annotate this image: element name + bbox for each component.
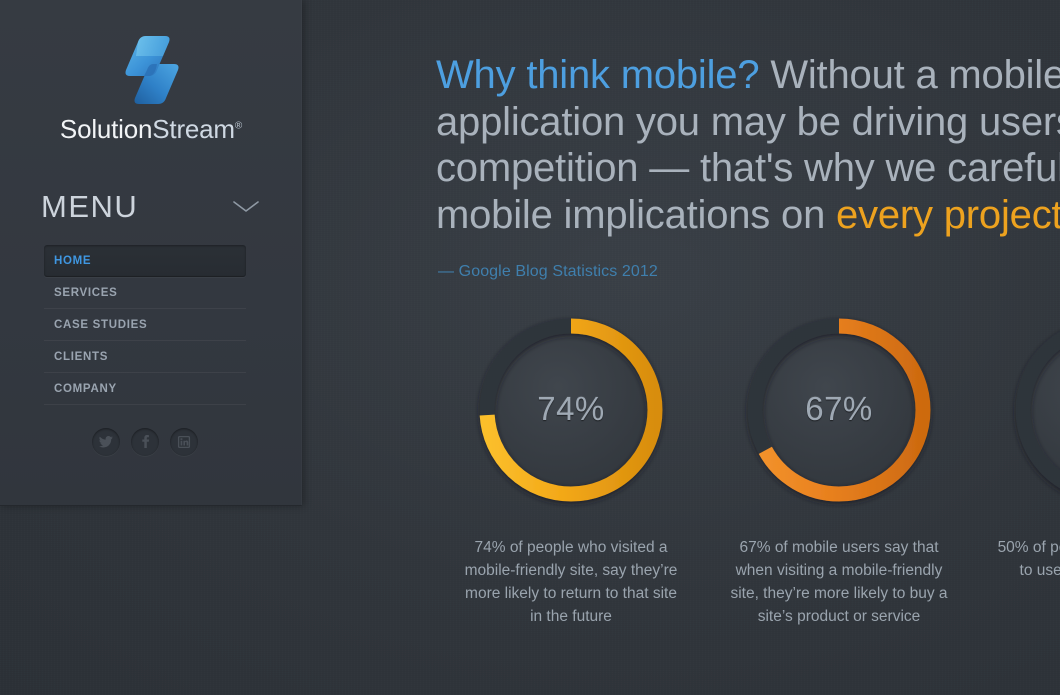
page-headline: Why think mobile? Without a mobile-frien… bbox=[436, 52, 1060, 238]
facebook-icon bbox=[142, 435, 150, 448]
logo-registered-mark: ® bbox=[234, 120, 243, 132]
menu-header[interactable]: MENU bbox=[41, 182, 261, 230]
sidebar: SolutionStream® MENU HOME SERVICES CASE … bbox=[0, 0, 302, 506]
twitter-icon bbox=[98, 436, 113, 448]
sidebar-item-home[interactable]: HOME bbox=[44, 245, 246, 277]
logo[interactable]: SolutionStream® bbox=[0, 34, 302, 145]
linkedin-link[interactable] bbox=[170, 428, 198, 456]
headline-line-1: Why think mobile? Without a mobile-frien… bbox=[436, 52, 1060, 99]
sidebar-item-clients[interactable]: CLIENTS bbox=[44, 341, 246, 373]
donut-chart-3-svg bbox=[1015, 318, 1060, 502]
menu-title: MENU bbox=[41, 188, 139, 224]
donut-chart-3: 50% bbox=[1007, 310, 1060, 510]
logo-word-2: Stream bbox=[152, 114, 235, 144]
sidebar-item-label: COMPANY bbox=[54, 382, 117, 395]
stat-donut-row: 74% 74% of people who visited a mobile-f… bbox=[302, 310, 1060, 650]
sidebar-item-label: CLIENTS bbox=[54, 350, 109, 363]
sidebar-item-label: SERVICES bbox=[54, 286, 118, 299]
donut-chart-3-value: 50% bbox=[1007, 390, 1060, 428]
linkedin-icon bbox=[177, 435, 191, 449]
donut-chart-2-svg bbox=[747, 318, 931, 502]
solutionstream-logo-mark bbox=[125, 36, 179, 104]
headline-line-1-rest: Without a mobile-friendly bbox=[770, 53, 1060, 97]
stat-caption-1: 74% of people who visited a mobile-frien… bbox=[464, 539, 678, 625]
sidebar-item-case-studies[interactable]: CASE STUDIES bbox=[44, 309, 246, 341]
sidebar-item-company[interactable]: COMPANY bbox=[44, 373, 246, 405]
headline-attribution: — Google Blog Statistics 2012 bbox=[438, 263, 658, 280]
stat-caption-3: 50% of people say that they like to use … bbox=[997, 539, 1060, 579]
donut-chart-1-svg bbox=[479, 318, 663, 502]
headline-accent: every project bbox=[836, 192, 1060, 237]
stat-card-3: 50% 50% of people say that they like to … bbox=[987, 310, 1060, 605]
donut-chart-1: 74% bbox=[471, 310, 671, 510]
donut-chart-1-value: 74% bbox=[537, 390, 605, 428]
sidebar-item-label: HOME bbox=[54, 254, 92, 267]
chevron-down-icon[interactable] bbox=[231, 198, 261, 214]
headline-line-2: application you may be driving users to … bbox=[436, 99, 1060, 144]
headline-line-4: mobile implications on every project. bbox=[436, 192, 1060, 239]
facebook-link[interactable] bbox=[131, 428, 159, 456]
headline-lead: Why think mobile? bbox=[436, 53, 760, 97]
headline-line-3: competition — that's why we carefully co… bbox=[436, 146, 1060, 190]
twitter-link[interactable] bbox=[92, 428, 120, 456]
headline-line-4-pre: mobile implications on bbox=[436, 192, 837, 237]
sidebar-item-services[interactable]: SERVICES bbox=[44, 277, 246, 309]
sidebar-item-label: CASE STUDIES bbox=[54, 318, 148, 331]
sidebar-nav: HOME SERVICES CASE STUDIES CLIENTS COMPA… bbox=[44, 245, 246, 405]
logo-word-1: Solution bbox=[59, 114, 153, 144]
stat-card-2: 67% 67% of mobile users say that when vi… bbox=[719, 310, 959, 628]
social-links bbox=[44, 428, 246, 456]
logo-wordmark: SolutionStream® bbox=[0, 114, 302, 145]
stat-card-1: 74% 74% of people who visited a mobile-f… bbox=[451, 310, 691, 628]
donut-chart-2-value: 67% bbox=[805, 390, 873, 428]
donut-chart-2: 67% bbox=[739, 310, 939, 510]
stat-caption-2: 67% of mobile users say that when visiti… bbox=[730, 539, 948, 625]
main-content: Why think mobile? Without a mobile-frien… bbox=[302, 0, 1060, 695]
